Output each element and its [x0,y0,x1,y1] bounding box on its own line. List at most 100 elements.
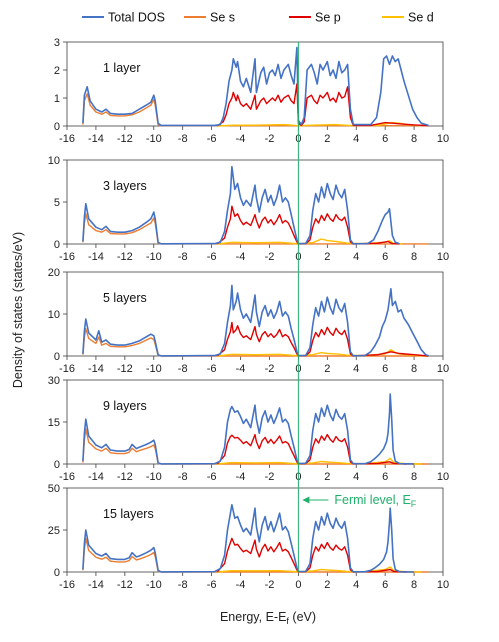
x-axis-title-tail: (eV) [289,610,316,624]
x-tick-label: -16 [59,471,75,483]
x-tick-label: -4 [236,471,246,483]
x-tick-label: 8 [411,133,417,145]
x-tick-label: -10 [146,579,162,591]
x-tick-label: -2 [265,579,275,591]
x-tick-label: -8 [178,133,188,145]
x-tick-label: -6 [207,471,217,483]
y-tick-label: 0 [54,239,60,251]
y-tick-label: 2 [54,65,60,77]
series-se-p [216,205,400,245]
y-tick-label: 1 [54,93,60,105]
y-tick-label: 3 [54,37,60,49]
panel-label: 9 layers [103,399,147,413]
x-axis-title-main: Energy, E-E [220,610,286,624]
x-tick-label: -4 [236,363,246,375]
x-tick-label: -16 [59,363,75,375]
x-tick-label: 2 [324,133,330,145]
x-tick-label: -6 [207,363,217,375]
x-tick-label: -12 [117,363,133,375]
x-tick-label: -10 [146,471,162,483]
x-tick-label: 6 [382,133,388,145]
x-tick-label: 4 [353,579,359,591]
panels: 0 1 2 3 -16 -14 -12 -10 -8 -6 -4 -2 0 2 4 6 8 10 1 layer 0 5… [48,37,449,591]
panel-label: 5 layers [103,291,147,305]
x-tick-label: -12 [117,579,133,591]
x-tick-label: 6 [382,363,388,375]
x-tick-label: 4 [353,251,359,263]
x-tick-label: -8 [178,579,188,591]
series-se-d [217,566,422,573]
x-tick-label: -10 [146,133,162,145]
x-tick-label: 2 [324,471,330,483]
y-tick-label: 10 [48,155,60,167]
series-total-dos [82,393,415,465]
x-tick-label: -2 [265,251,275,263]
x-tick-label: -2 [265,133,275,145]
fermi-arrow-head [302,496,310,504]
panel-5: 0 25 50 -16 -14 -12 -10 -8 -6 -4 -2 0 2 4 6 8 10 15 layer… [48,483,449,591]
x-tick-label: 8 [411,363,417,375]
series-total-dos [82,165,400,245]
x-tick-label: 10 [437,133,449,145]
fermi-level: Fermi level, EF [297,42,417,572]
x-tick-label: -6 [207,251,217,263]
x-tick-label: -8 [178,471,188,483]
series-total-dos [82,46,429,127]
x-axis-title: Energy, E-Ef (eV) [220,610,316,626]
series-se-p [216,537,407,573]
x-tick-label: -2 [265,471,275,483]
x-tick-label: -8 [178,363,188,375]
x-tick-label: 2 [324,251,330,263]
y-tick-label: 0 [54,567,60,579]
x-tick-label: -2 [265,363,275,375]
x-tick-label: 2 [324,579,330,591]
x-tick-label: -4 [236,133,246,145]
series-se-s [82,537,429,573]
x-tick-label: -4 [236,579,246,591]
x-tick-label: -10 [146,251,162,263]
x-tick-label: 6 [382,251,388,263]
legend-entry-total-dos: Total DOS [108,11,165,25]
x-tick-label: -4 [236,251,246,263]
series-se-s [82,428,429,465]
x-tick-label: -16 [59,133,75,145]
x-tick-label: -14 [88,471,104,483]
panel-label: 1 layer [103,61,141,75]
x-tick-label: 4 [353,471,359,483]
y-tick-label: 25 [48,525,60,537]
x-tick-label: 8 [411,579,417,591]
series-se-d [217,457,422,465]
x-tick-label: 0 [295,579,301,591]
x-tick-label: -12 [117,251,133,263]
x-tick-label: -14 [88,251,104,263]
series-total-dos [82,504,415,573]
series-total-dos [82,284,429,357]
x-tick-label: -14 [88,133,104,145]
series-se-p [216,321,429,357]
x-tick-label: 4 [353,133,359,145]
x-axis-title-sub: f [286,616,289,626]
series-se-p [217,83,429,127]
series-se-p [216,433,407,465]
x-tick-label: -16 [59,251,75,263]
legend: Total DOS Se s Se p Se d [82,11,434,25]
x-tick-label: -12 [117,471,133,483]
y-tick-label: 0 [54,351,60,363]
x-tick-label: 8 [411,251,417,263]
x-tick-label: -10 [146,363,162,375]
x-tick-label: 10 [437,251,449,263]
x-tick-label: 10 [437,579,449,591]
y-tick-label: 15 [48,417,60,429]
x-tick-label: -8 [178,251,188,263]
y-axis-title: Density of states (states/eV) [11,232,25,388]
y-tick-label: 10 [48,309,60,321]
y-tick-label: 5 [54,197,60,209]
y-tick-label: 0 [54,459,60,471]
x-tick-label: -14 [88,363,104,375]
x-tick-label: 6 [382,579,388,591]
y-tick-label: 20 [48,267,60,279]
x-tick-label: -12 [117,133,133,145]
legend-entry-se-s: Se s [210,11,235,25]
legend-entry-se-p: Se p [315,11,341,25]
